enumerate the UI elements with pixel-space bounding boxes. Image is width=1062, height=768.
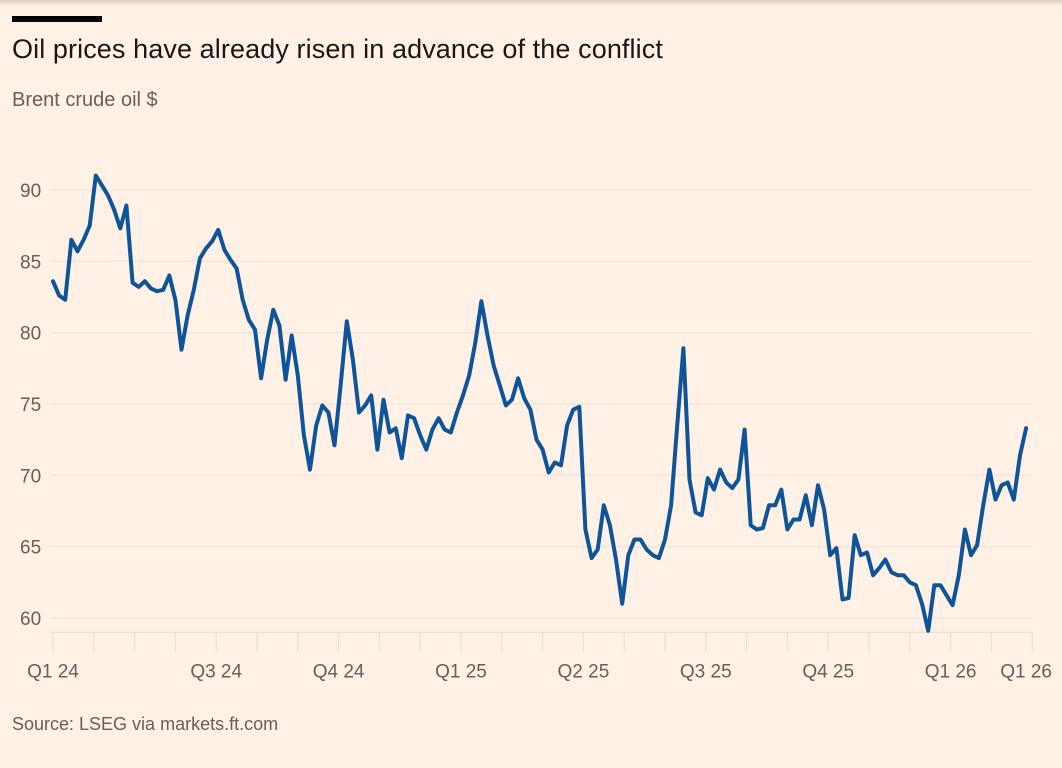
- series-lines: [51, 173, 1029, 633]
- x-tick-label: Q4 24: [313, 661, 365, 682]
- y-tick-label: 80: [20, 324, 41, 345]
- y-tick-label: 60: [20, 609, 41, 630]
- ft-header-bar: [12, 16, 102, 22]
- series-line-brent: [51, 173, 1029, 633]
- y-tick-label: 75: [20, 395, 41, 416]
- y-tick-label: 90: [20, 181, 41, 202]
- y-tick-label: 85: [20, 252, 41, 273]
- y-axis-tick-labels: 60 65 70 75 80 85 90: [20, 181, 41, 630]
- x-tick-label: Q2 25: [558, 661, 610, 682]
- x-tick-label: Q1 26: [925, 661, 977, 682]
- chart-subtitle: Brent crude oil $: [12, 89, 158, 111]
- x-tick-label: Q1 24: [27, 661, 79, 682]
- y-tick-label: 65: [20, 538, 41, 559]
- gridlines: [50, 189, 1032, 619]
- x-tick-label: Q1 26: [1000, 661, 1052, 682]
- chart-source: Source: LSEG via markets.ft.com: [12, 714, 279, 734]
- x-tick-label: Q4 25: [802, 661, 854, 682]
- y-tick-label: 70: [20, 466, 41, 487]
- x-tick-label: Q1 25: [435, 661, 487, 682]
- chart-title: Oil prices have already risen in advance…: [12, 34, 663, 64]
- x-tick-label: Q3 24: [190, 661, 242, 682]
- x-tick-label: Q3 25: [680, 661, 732, 682]
- x-axis: Q1 24 Q3 24 Q4 24 Q1 25 Q2 25 Q3 25 Q4 25 Q1 26…: [27, 631, 1052, 682]
- top-shadow: [0, 0, 1062, 6]
